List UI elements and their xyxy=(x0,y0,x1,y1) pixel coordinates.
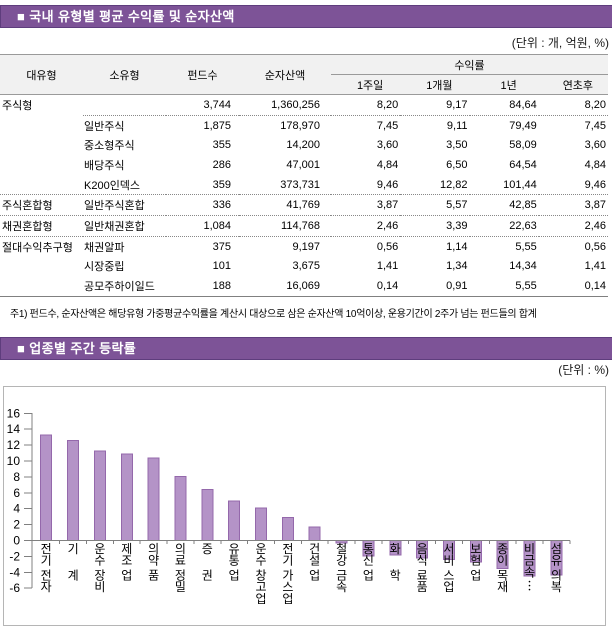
svg-text:의: 의 xyxy=(175,542,186,556)
svg-text:학: 학 xyxy=(390,568,401,582)
svg-text:식: 식 xyxy=(417,554,428,568)
svg-text:이: 이 xyxy=(497,554,508,568)
svg-text:종: 종 xyxy=(497,542,508,556)
svg-text:비: 비 xyxy=(524,542,535,556)
svg-text:장: 장 xyxy=(94,568,105,582)
svg-text:6: 6 xyxy=(13,486,20,500)
svg-text:유: 유 xyxy=(229,542,240,556)
svg-text:료: 료 xyxy=(175,554,186,568)
svg-text:-2: -2 xyxy=(9,549,20,563)
svg-text:기: 기 xyxy=(41,554,52,568)
svg-text:약: 약 xyxy=(148,553,159,568)
svg-text:화: 화 xyxy=(390,542,401,556)
svg-text:복: 복 xyxy=(551,580,562,594)
svg-text:수: 수 xyxy=(255,554,266,568)
svg-text:료: 료 xyxy=(417,568,428,582)
svg-text:서: 서 xyxy=(443,542,454,556)
svg-text:금: 금 xyxy=(336,568,347,582)
svg-text:-4: -4 xyxy=(9,565,20,579)
svg-text:품: 품 xyxy=(148,568,159,582)
svg-text:목: 목 xyxy=(497,568,508,582)
svg-text:건: 건 xyxy=(309,542,320,556)
svg-text:강: 강 xyxy=(336,554,347,568)
svg-text:보: 보 xyxy=(470,542,481,556)
svg-text:업: 업 xyxy=(282,592,293,606)
svg-text:업: 업 xyxy=(255,592,266,606)
svg-text:4: 4 xyxy=(13,502,20,516)
svg-text:정: 정 xyxy=(175,568,186,582)
svg-text:제: 제 xyxy=(121,542,132,556)
svg-text:업: 업 xyxy=(443,580,454,594)
svg-text:업: 업 xyxy=(470,568,481,582)
svg-text:밀: 밀 xyxy=(175,580,186,594)
svg-text:전: 전 xyxy=(41,542,52,556)
svg-text:전: 전 xyxy=(282,542,293,556)
svg-text:업: 업 xyxy=(309,568,320,582)
svg-text:0: 0 xyxy=(13,534,20,548)
svg-text:10: 10 xyxy=(7,454,21,468)
svg-text:2: 2 xyxy=(13,518,20,532)
svg-text:업: 업 xyxy=(121,568,132,582)
svg-text:운: 운 xyxy=(255,542,266,556)
svg-text:험: 험 xyxy=(470,554,481,568)
svg-text:비: 비 xyxy=(443,554,454,568)
svg-text:계: 계 xyxy=(68,568,79,582)
svg-text:창: 창 xyxy=(255,568,266,582)
svg-text:금: 금 xyxy=(524,554,535,568)
svg-text:권: 권 xyxy=(202,568,213,582)
svg-text:-6: -6 xyxy=(9,581,20,595)
svg-text:12: 12 xyxy=(7,438,21,452)
svg-text:유: 유 xyxy=(551,554,562,568)
svg-text:비: 비 xyxy=(94,580,105,594)
svg-text:자: 자 xyxy=(41,580,52,594)
svg-text:업: 업 xyxy=(229,568,240,582)
svg-text:증: 증 xyxy=(202,542,213,556)
svg-text:신: 신 xyxy=(363,554,374,568)
svg-text:철: 철 xyxy=(336,542,347,556)
svg-text:조: 조 xyxy=(121,554,132,568)
svg-text:품: 품 xyxy=(417,580,428,594)
svg-text:수: 수 xyxy=(94,554,105,568)
svg-text:섬: 섬 xyxy=(551,542,562,556)
svg-text:속: 속 xyxy=(336,580,347,594)
svg-text:통: 통 xyxy=(229,554,240,568)
svg-text:의: 의 xyxy=(551,568,562,582)
svg-text:전: 전 xyxy=(41,568,52,582)
svg-text:의: 의 xyxy=(148,542,159,556)
svg-text:업: 업 xyxy=(363,568,374,582)
svg-text:설: 설 xyxy=(309,554,320,568)
svg-text:기: 기 xyxy=(68,542,79,556)
svg-text:스: 스 xyxy=(282,580,293,594)
svg-text:16: 16 xyxy=(7,406,21,420)
svg-text:8: 8 xyxy=(13,470,20,484)
svg-text:속: 속 xyxy=(524,565,535,579)
svg-text:고: 고 xyxy=(255,580,266,594)
svg-text:재: 재 xyxy=(497,580,508,594)
svg-text:통: 통 xyxy=(363,542,374,556)
svg-text:14: 14 xyxy=(7,422,21,436)
svg-text:음: 음 xyxy=(417,542,428,556)
svg-text:가: 가 xyxy=(282,568,293,582)
svg-text:스: 스 xyxy=(443,568,454,582)
svg-text:기: 기 xyxy=(282,554,293,568)
svg-text:운: 운 xyxy=(94,542,105,556)
